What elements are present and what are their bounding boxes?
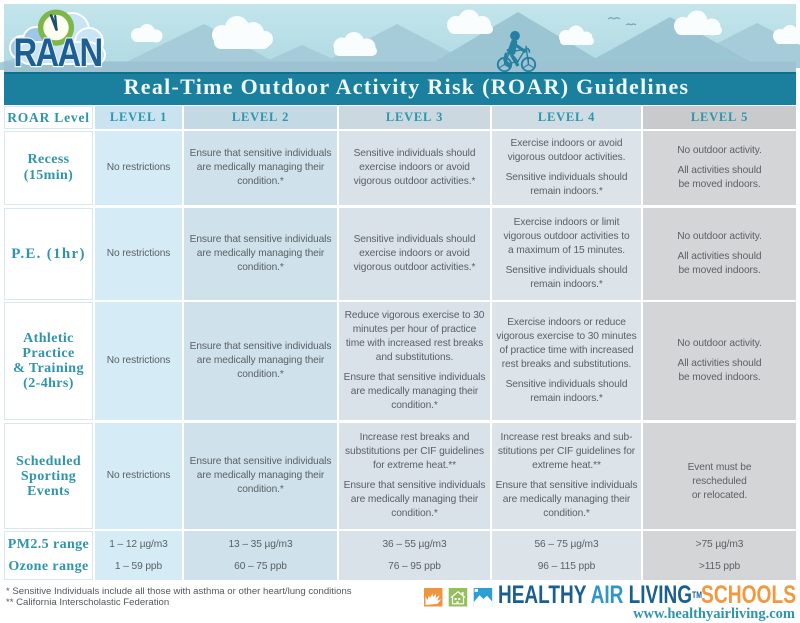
svg-text:RAAN: RAAN (14, 31, 102, 72)
